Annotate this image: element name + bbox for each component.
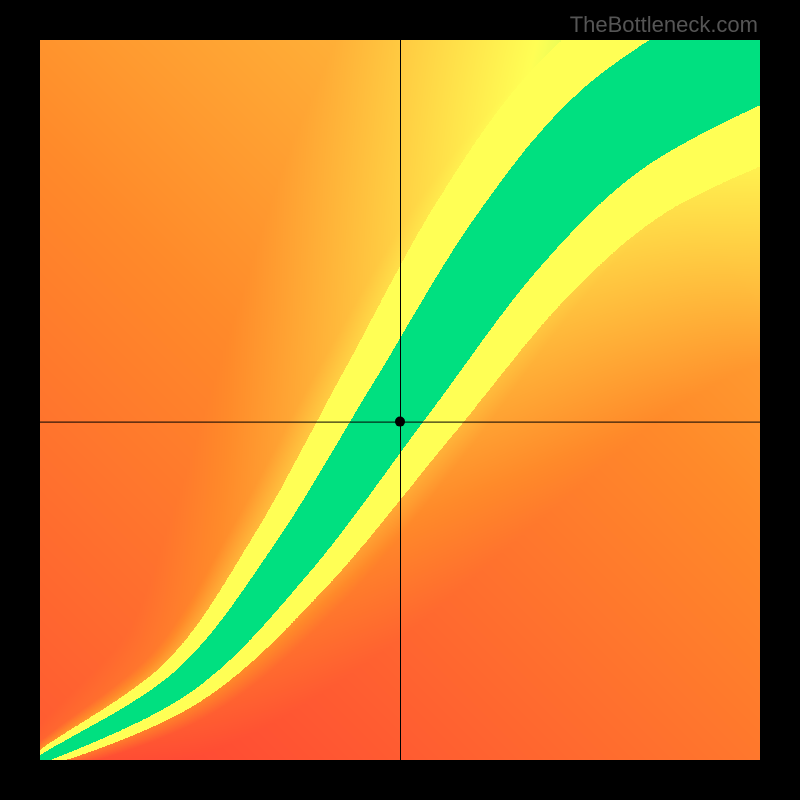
chart-frame: TheBottleneck.com [0,0,800,800]
plot-area [40,40,760,760]
watermark-text: TheBottleneck.com [570,12,758,38]
bottleneck-heatmap [40,40,760,760]
